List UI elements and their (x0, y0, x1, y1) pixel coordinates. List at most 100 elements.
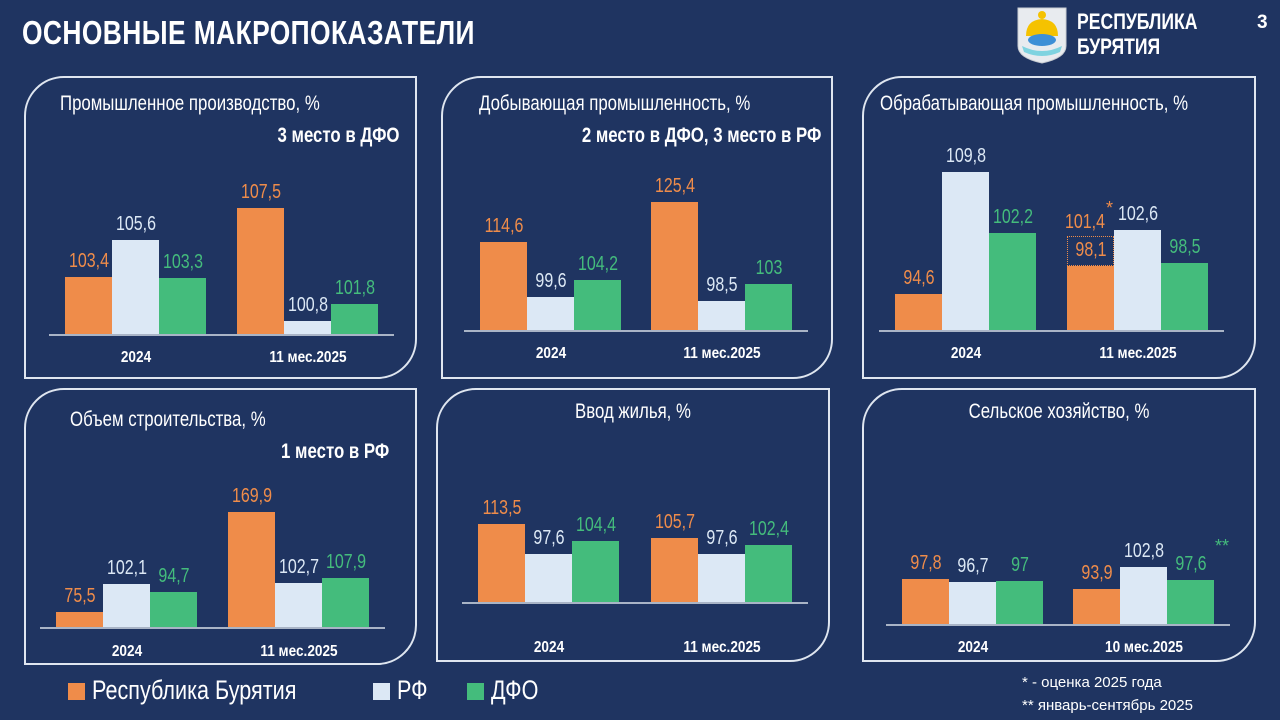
bar-rf-0 (942, 171, 989, 330)
bar-rf-0 (103, 583, 150, 627)
value-label-dfo-1: 103 (755, 257, 782, 280)
chart-title: Обрабатывающая промышленность, % (880, 92, 1189, 115)
category-label: 2024 (120, 349, 151, 366)
value-label-rf-1: 97,6 (705, 526, 738, 549)
bar-dfo-1 (331, 303, 378, 334)
bar-rf-1 (1114, 229, 1161, 330)
page-number: 3 (1257, 12, 1268, 33)
bar-rf-1 (698, 553, 745, 602)
value-label-rf-0: 97,6 (532, 526, 565, 549)
bar-rf-1 (1120, 566, 1167, 624)
bar-buryatia-1 (651, 201, 698, 330)
bar-buryatia-0 (895, 294, 942, 330)
category-label: 2024 (111, 643, 142, 660)
value-label-rf-1: 102,7 (278, 556, 319, 579)
footnote-period: ** январь-сентябрь 2025 (1022, 697, 1193, 714)
value-label-buryatia-0: 94,6 (902, 267, 935, 290)
category-label: 10 мес.2025 (1104, 639, 1183, 656)
coat-of-arms-logo (1017, 7, 1067, 64)
x-axis-line (464, 330, 808, 332)
category-label: 11 мес.2025 (259, 643, 338, 660)
x-axis-line (462, 602, 808, 604)
value-label-buryatia-1: 98,1 (1074, 239, 1107, 262)
value-label-rf-1: 102,6 (1117, 202, 1158, 225)
category-label: 2024 (957, 639, 988, 656)
value-label-buryatia-1: 107,5 (240, 180, 281, 203)
value-label-dfo-1: 97,6 (1174, 552, 1207, 575)
value-label-dfo-0: 103,3 (162, 251, 203, 274)
bar-dfo-1 (745, 284, 792, 330)
value-label-rf-1: 102,8 (1123, 539, 1164, 562)
value-label-buryatia-0: 114,6 (484, 214, 523, 237)
bar-rf-1 (698, 300, 745, 330)
legend-swatch-rf (373, 683, 390, 700)
brand-line-1: РЕСПУБЛИКА (1077, 9, 1198, 34)
bar-buryatia-1 (1073, 588, 1120, 624)
chart-panel: Ввод жилья, % 113,5 105,7 97,6 97,6 104,4 102,… (436, 388, 830, 662)
page-title: ОСНОВНЫЕ МАКРОПОКАЗАТЕЛИ (22, 14, 475, 51)
value-label-buryatia-1: 93,9 (1080, 561, 1113, 584)
chart-subtitle: 3 место в ДФО (277, 124, 399, 147)
bar-dfo-0 (572, 540, 619, 602)
bar-dfo-1 (322, 577, 369, 627)
bar-rf-1 (284, 320, 331, 334)
chart-title: Ввод жилья, % (575, 400, 691, 423)
brand-line-2: БУРЯТИЯ (1077, 34, 1161, 59)
chart-panel: Обрабатывающая промышленность, % 94,6 98,1… (862, 76, 1256, 379)
value-label-dfo-1: 102,4 (748, 517, 789, 540)
chart-panel: Добывающая промышленность, % 2 место в ДФ… (441, 76, 833, 379)
bar-buryatia-0 (902, 579, 949, 624)
bar-rf-0 (949, 582, 996, 624)
value-label-buryatia-0: 75,5 (63, 585, 96, 608)
category-label: 2024 (950, 345, 981, 362)
x-axis-line (886, 624, 1230, 626)
value-label-rf-0: 99,6 (534, 269, 567, 292)
bar-rf-0 (525, 553, 572, 602)
annotation-value: 101,4 (1064, 211, 1105, 234)
bar-dfo-0 (150, 591, 197, 627)
bar-buryatia-0 (65, 276, 112, 334)
x-axis-line (49, 334, 394, 336)
bar-dfo-0 (989, 233, 1036, 330)
value-label-dfo-0: 104,4 (575, 513, 616, 536)
x-axis-line (879, 330, 1224, 332)
legend-label-rf: РФ (397, 675, 428, 705)
bar-rf-1 (275, 583, 322, 627)
bar-dfo-0 (574, 279, 621, 330)
value-label-rf-1: 98,5 (705, 273, 738, 296)
bar-buryatia-0 (56, 612, 103, 627)
value-label-dfo-1: 98,5 (1168, 235, 1201, 258)
value-label-dfo-0: 102,2 (992, 206, 1033, 229)
category-label: 2024 (533, 639, 564, 656)
legend-label-buryatia: Республика Бурятия (92, 675, 297, 705)
value-label-dfo-1: 101,8 (334, 276, 375, 299)
value-label-buryatia-1: 125,4 (654, 174, 695, 197)
value-label-dfo-1: 107,9 (325, 550, 366, 573)
value-label-rf-0: 102,1 (106, 556, 147, 579)
bar-dfo-1 (1167, 579, 1214, 624)
bar-dfo-1 (1161, 262, 1208, 330)
chart-title: Сельское хозяйство, % (968, 400, 1150, 423)
value-label-rf-1: 100,8 (287, 293, 328, 316)
bar-buryatia-1 (1067, 266, 1114, 330)
chart-panel: Сельское хозяйство, % 97,8 93,9 96,7 102,8 97… (862, 388, 1256, 662)
bar-dfo-0 (159, 278, 206, 334)
footnote-estimate: * - оценка 2025 года (1022, 674, 1162, 691)
value-label-rf-0: 96,7 (956, 555, 989, 578)
chart-title: Промышленное производство, % (60, 92, 320, 115)
value-label-buryatia-0: 97,8 (909, 552, 942, 575)
chart-panel: Промышленное производство, % 3 место в ДФ… (24, 76, 417, 379)
chart-panel: Объем строительства, % 1 место в РФ 75,5 16… (24, 388, 417, 665)
bar-buryatia-1 (228, 511, 275, 627)
chart-subtitle: 1 место в РФ (280, 440, 389, 463)
bar-buryatia-0 (480, 241, 527, 330)
category-label: 11 мес.2025 (682, 345, 761, 362)
value-label-buryatia-0: 113,5 (482, 496, 521, 519)
value-label-rf-0: 109,8 (945, 144, 986, 167)
value-label-buryatia-1: 105,7 (654, 511, 695, 534)
bar-buryatia-0 (478, 523, 525, 602)
chart-title: Добывающая промышленность, % (479, 92, 751, 115)
x-axis-line (40, 627, 385, 629)
legend-swatch-buryatia (68, 683, 85, 700)
annotation-mark: * (1106, 198, 1114, 219)
